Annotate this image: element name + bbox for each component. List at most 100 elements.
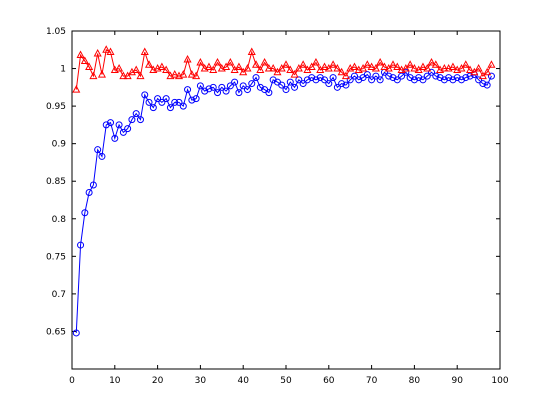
data-point — [372, 72, 380, 80]
data-point — [380, 62, 389, 71]
data-point — [145, 60, 154, 68]
data-point — [436, 74, 444, 82]
data-point — [342, 81, 350, 89]
data-point — [140, 47, 149, 56]
x-tick-label: 10 — [109, 376, 121, 386]
data-point — [376, 57, 385, 66]
data-point — [376, 76, 384, 84]
data-point — [290, 70, 299, 78]
data-point — [483, 81, 491, 89]
data-point — [329, 60, 338, 68]
data-point — [269, 76, 277, 84]
data-point — [209, 83, 217, 91]
data-point — [346, 76, 354, 84]
y-tick-label: 0.9 — [52, 140, 67, 150]
data-point — [106, 47, 115, 56]
data-point — [188, 96, 196, 104]
data-point — [209, 65, 218, 74]
data-point — [260, 57, 269, 66]
data-point — [423, 72, 431, 80]
plot-frame — [71, 30, 501, 370]
data-point — [410, 63, 419, 72]
data-point — [359, 63, 368, 72]
data-point — [157, 62, 166, 71]
data-point — [179, 70, 188, 78]
data-point — [483, 67, 492, 76]
x-tick-label: 30 — [195, 376, 207, 386]
data-point — [487, 72, 495, 80]
data-point — [124, 125, 132, 133]
data-point — [466, 72, 474, 80]
data-point — [278, 81, 286, 89]
data-point — [85, 188, 93, 196]
axis-ticks — [71, 30, 501, 369]
x-tick-label: 20 — [152, 376, 164, 386]
data-point — [184, 86, 192, 94]
data-point — [457, 63, 466, 72]
data-point — [478, 71, 487, 80]
x-tick-label: 70 — [366, 376, 378, 386]
data-point — [449, 76, 457, 84]
data-point — [431, 60, 440, 68]
data-point — [89, 181, 97, 189]
data-point — [81, 209, 89, 217]
data-point — [384, 63, 393, 72]
data-point — [457, 76, 465, 84]
data-point — [77, 241, 85, 249]
data-point — [321, 76, 329, 84]
data-point — [445, 74, 453, 82]
data-point — [371, 63, 380, 72]
data-point — [295, 76, 303, 84]
data-point — [141, 91, 149, 99]
data-point — [475, 76, 483, 84]
data-point — [363, 71, 371, 79]
x-tick-label: 0 — [69, 376, 75, 386]
data-point — [162, 65, 171, 74]
y-tick-label: 0.85 — [46, 177, 66, 187]
data-point — [265, 89, 273, 97]
data-point — [234, 62, 243, 71]
data-point — [166, 104, 174, 112]
x-tick-label: 100 — [491, 376, 508, 386]
data-point — [440, 76, 448, 84]
data-point — [119, 71, 128, 80]
data-point — [389, 74, 397, 82]
x-tick-label: 80 — [409, 376, 421, 386]
data-point — [479, 80, 487, 88]
data-point — [132, 65, 141, 74]
data-point — [183, 54, 192, 63]
data-point — [453, 74, 461, 82]
data-point — [239, 67, 248, 76]
data-point — [333, 63, 342, 72]
data-point — [367, 62, 376, 71]
y-tick-label: 0.7 — [52, 290, 66, 300]
tick-labels: 0 10 20 30 40 50 60 70 80 90 100 0.65 0.7 0.75 0.8 0.85… — [46, 27, 509, 386]
data-point — [201, 87, 209, 95]
data-point — [239, 82, 247, 90]
data-point — [162, 95, 170, 103]
data-point — [222, 62, 231, 71]
data-point — [94, 146, 102, 154]
data-point — [338, 80, 346, 88]
data-point — [231, 78, 239, 86]
series-layer — [72, 45, 496, 337]
data-point — [222, 87, 230, 95]
data-point — [243, 63, 252, 72]
x-tick-label: 50 — [280, 376, 292, 386]
data-point — [170, 70, 179, 78]
data-point — [76, 50, 85, 59]
x-tick-label: 60 — [323, 376, 335, 386]
data-point — [320, 62, 329, 71]
data-point — [428, 68, 436, 76]
data-point — [107, 119, 115, 127]
data-point — [308, 74, 316, 82]
data-point — [470, 67, 479, 76]
data-point — [423, 63, 432, 72]
data-point — [226, 57, 235, 66]
data-point — [466, 65, 475, 74]
data-point — [243, 86, 251, 94]
data-point — [111, 134, 119, 142]
data-point — [115, 121, 123, 129]
data-point — [128, 116, 136, 124]
